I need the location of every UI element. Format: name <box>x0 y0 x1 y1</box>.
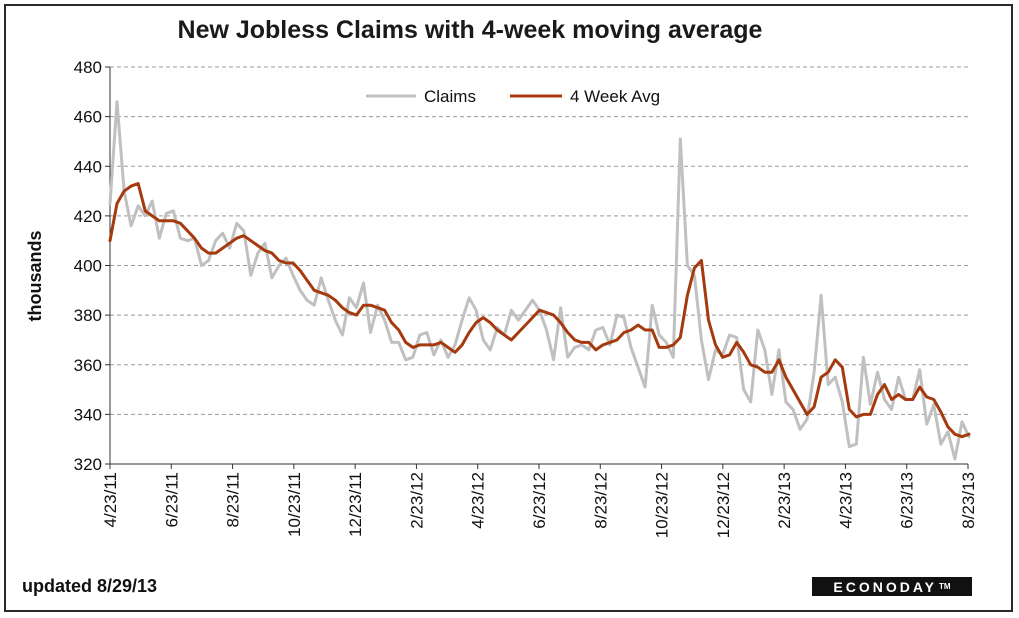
x-tick-label: 4/23/12 <box>469 472 488 529</box>
x-tick-label: 2/23/12 <box>407 472 426 529</box>
legend-label-4-week-avg: 4 Week Avg <box>570 87 660 106</box>
y-tick-label: 440 <box>74 157 102 176</box>
series-line-claims <box>108 100 971 461</box>
y-tick-label: 400 <box>74 257 102 276</box>
logo-trademark: TM <box>939 582 951 591</box>
x-tick-label: 10/23/11 <box>285 472 304 537</box>
x-tick-label: 8/23/11 <box>224 472 243 527</box>
econoday-logo: ECONODAY TM <box>812 577 972 596</box>
y-tick-label: 380 <box>74 306 102 325</box>
x-tick-label: 8/23/12 <box>591 472 610 529</box>
x-tick-label: 4/23/11 <box>101 472 120 527</box>
y-tick-label: 480 <box>74 58 102 77</box>
y-tick-label: 420 <box>74 207 102 226</box>
updated-note: updated 8/29/13 <box>22 576 158 596</box>
y-tick-label: 460 <box>74 108 102 127</box>
x-tick-label: 12/23/11 <box>346 472 365 537</box>
chart-title: New Jobless Claims with 4-week moving av… <box>177 16 763 44</box>
y-tick-label: 340 <box>74 405 102 424</box>
x-tick-label: 6/23/13 <box>898 472 917 529</box>
x-tick-label: 12/23/12 <box>714 472 733 538</box>
y-tick-label: 360 <box>74 356 102 375</box>
x-tick-label: 6/23/11 <box>162 472 181 527</box>
legend-label-claims: Claims <box>424 87 476 106</box>
x-tick-label: 8/23/13 <box>959 472 978 529</box>
x-tick-label: 6/23/12 <box>530 472 549 529</box>
series-line-4-week-avg <box>108 182 971 439</box>
x-tick-label: 10/23/12 <box>653 472 672 538</box>
x-tick-label: 2/23/13 <box>775 472 794 529</box>
y-tick-label: 320 <box>74 455 102 474</box>
chart-frame <box>4 4 1013 612</box>
x-tick-label: 4/23/13 <box>836 472 855 529</box>
logo-text: ECONODAY <box>833 578 938 595</box>
